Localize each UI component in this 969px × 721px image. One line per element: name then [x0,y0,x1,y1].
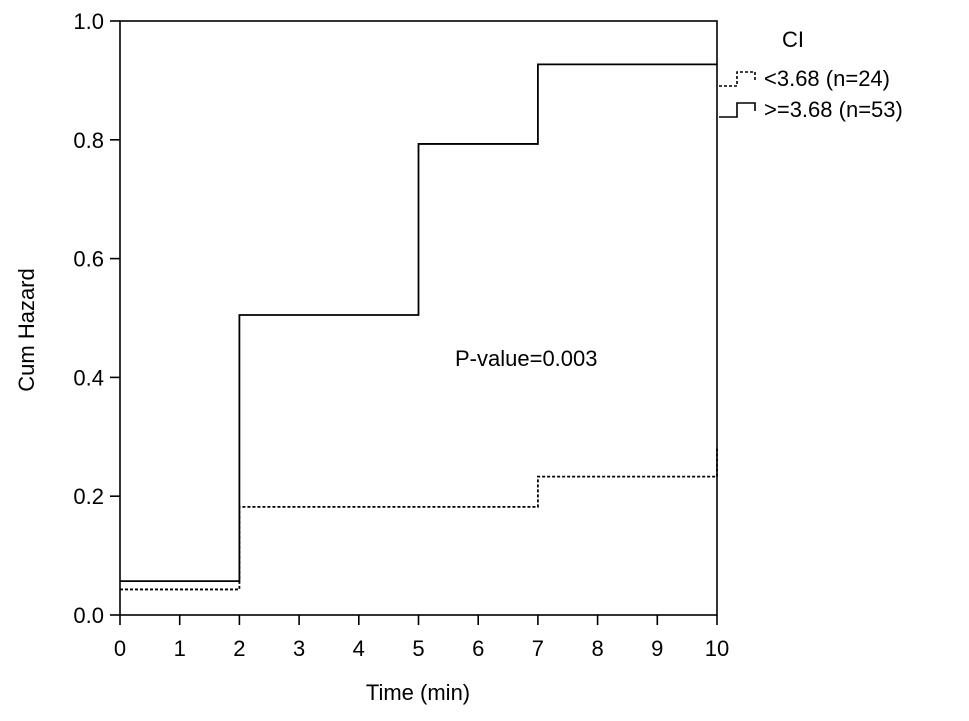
x-tick-label: 8 [591,636,603,661]
plot-frame [119,20,718,616]
x-tick-label: 0 [114,636,126,661]
legend-swatch [719,102,756,118]
p-value-annotation: P-value=0.003 [455,346,598,371]
legend-entry-label: <3.68 (n=24) [764,66,890,91]
y-tick-label: 0.6 [73,247,104,272]
x-tick-label: 2 [233,636,245,661]
x-tick-label: 5 [412,636,424,661]
x-tick-label: 10 [705,636,729,661]
y-axis: 0.0 0.2 0.4 0.6 0.8 1.0 [73,9,120,628]
x-tick-label: 7 [532,636,544,661]
y-tick-label: 0.8 [73,128,104,153]
y-tick-label: 0.2 [73,484,104,509]
legend-swatch [719,71,756,87]
x-tick-label: 3 [293,636,305,661]
x-tick-label: 4 [353,636,365,661]
x-axis: 0 1 2 3 4 5 6 7 8 9 10 [114,615,729,661]
x-tick-label: 9 [651,636,663,661]
legend: <3.68 (n=24) >=3.68 (n=53) [719,66,903,122]
y-tick-label: 0.4 [73,365,104,390]
x-tick-label: 1 [174,636,186,661]
x-tick-label: 6 [472,636,484,661]
x-axis-label: Time (min) [366,680,470,705]
series-line-high-ci [120,63,717,583]
series-layer [120,63,718,591]
y-tick-label: 1.0 [73,9,104,34]
y-tick-label: 0.0 [73,603,104,628]
legend-title: CI [782,27,804,52]
legend-entry-label: >=3.68 (n=53) [764,97,903,122]
series-line-low-ci [120,448,718,591]
y-axis-label: Cum Hazard [14,268,39,391]
